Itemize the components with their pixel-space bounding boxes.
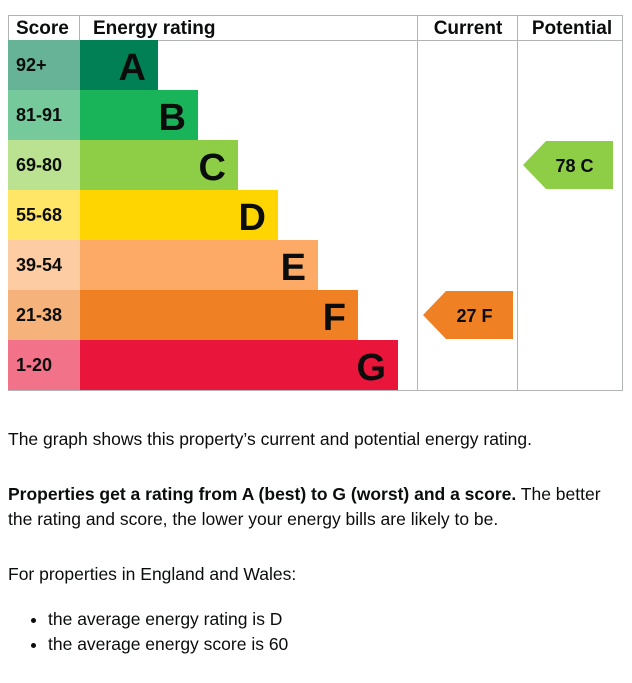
band-letter-f: F [323,297,346,339]
band-letter-c: C [199,147,226,189]
band-letter-d: D [239,197,266,239]
band-bar-a [80,40,158,90]
potential-rating-label: 78 C [555,156,593,176]
band-letter-a: A [119,47,146,89]
score-cell-d [8,190,80,240]
score-cell-c [8,140,80,190]
score-cell-a [8,40,80,90]
band-bar-g [80,340,398,390]
score-range-a: 92+ [16,55,47,75]
score-range-b: 81-91 [16,105,62,125]
potential-rating-arrow [523,141,613,189]
average-score-item: the average energy score is 60 [48,632,288,657]
score-range-f: 21-38 [16,305,62,325]
header-current: Current [434,18,503,39]
header-potential: Potential [532,18,612,39]
score-cell-f [8,290,80,340]
score-range-d: 55-68 [16,205,62,225]
rating-explanation-bold: Properties get a rating from A (best) to… [8,484,517,504]
band-bar-d [80,190,278,240]
rating-bands: 92+ A 81-91 B 69-80 C 55-68 D 39-54 E 21-38 F 1-20 G [8,40,398,390]
current-rating-arrow [423,291,513,339]
band-bar-e [80,240,318,290]
band-bar-f [80,290,358,340]
band-letter-g: G [356,347,386,389]
score-range-c: 69-80 [16,155,62,175]
score-cell-b [8,90,80,140]
epc-chart: Score Energy rating Current Potential 92… [8,15,623,391]
graph-intro-text: The graph shows this property’s current … [8,429,533,449]
header-score: Score [16,18,69,39]
rating-explanation-rest: The better the rating and score, the low… [8,484,601,529]
chart-headers: Score Energy rating Current Potential [16,18,612,39]
band-letter-b: B [159,97,186,139]
average-rating-item: the average energy rating is D [48,607,288,632]
average-list: the average energy rating is D the avera… [8,607,288,657]
band-bar-b [80,90,198,140]
header-energy-rating: Energy rating [93,18,215,39]
score-range-e: 39-54 [16,255,62,275]
band-bar-c [80,140,238,190]
region-text: For properties in England and Wales: [8,564,297,584]
score-range-g: 1-20 [16,355,52,375]
score-cell-e [8,240,80,290]
current-rating-label: 27 F [456,306,492,326]
rating-markers: 27 F 78 C [423,141,613,339]
rating-explanation: Properties get a rating from A (best) to… [8,482,624,532]
band-letter-e: E [281,247,306,289]
score-cell-g [8,340,80,390]
